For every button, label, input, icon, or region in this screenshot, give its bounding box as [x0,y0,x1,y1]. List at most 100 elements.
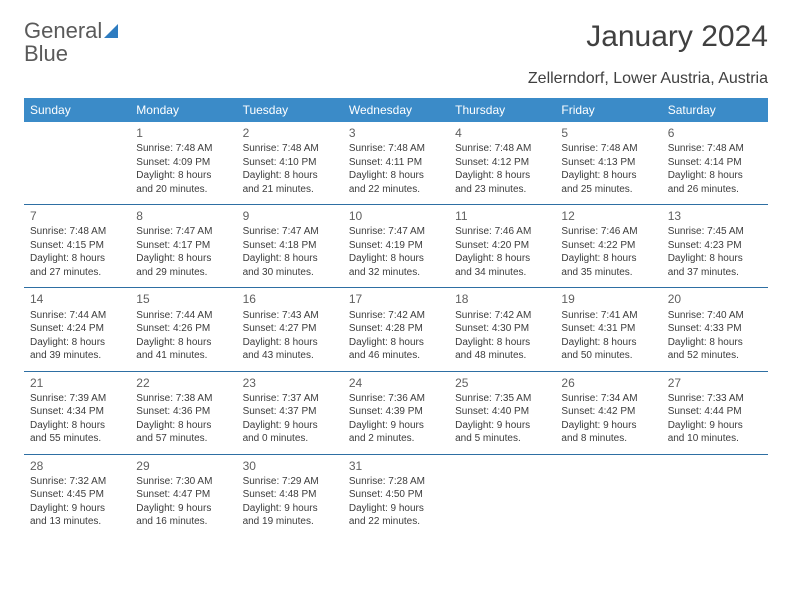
calendar-cell: 11Sunrise: 7:46 AMSunset: 4:20 PMDayligh… [449,205,555,288]
calendar-cell: 14Sunrise: 7:44 AMSunset: 4:24 PMDayligh… [24,288,130,371]
logo: General Blue [24,20,124,66]
day-number: 19 [561,291,655,307]
day-number: 9 [243,208,337,224]
cell-daylight2: and 29 minutes. [136,266,230,280]
cell-sunset: Sunset: 4:44 PM [668,405,762,419]
cell-sunrise: Sunrise: 7:28 AM [349,475,443,489]
day-number: 20 [668,291,762,307]
col-monday: Monday [130,98,236,122]
calendar-cell: 21Sunrise: 7:39 AMSunset: 4:34 PMDayligh… [24,371,130,454]
cell-daylight1: Daylight: 8 hours [668,252,762,266]
cell-sunset: Sunset: 4:10 PM [243,156,337,170]
cell-sunset: Sunset: 4:47 PM [136,488,230,502]
header: General Blue January 2024 [24,20,768,66]
calendar-week: 7Sunrise: 7:48 AMSunset: 4:15 PMDaylight… [24,205,768,288]
cell-daylight2: and 48 minutes. [455,349,549,363]
cell-sunset: Sunset: 4:20 PM [455,239,549,253]
cell-sunrise: Sunrise: 7:32 AM [30,475,124,489]
cell-daylight2: and 43 minutes. [243,349,337,363]
cell-daylight1: Daylight: 8 hours [243,169,337,183]
cell-daylight2: and 16 minutes. [136,515,230,529]
cell-daylight2: and 37 minutes. [668,266,762,280]
day-number: 16 [243,291,337,307]
day-number: 21 [30,375,124,391]
day-number: 11 [455,208,549,224]
cell-daylight2: and 26 minutes. [668,183,762,197]
cell-daylight2: and 10 minutes. [668,432,762,446]
cell-sunrise: Sunrise: 7:39 AM [30,392,124,406]
cell-sunset: Sunset: 4:13 PM [561,156,655,170]
calendar-cell [555,454,661,537]
cell-sunrise: Sunrise: 7:34 AM [561,392,655,406]
cell-daylight1: Daylight: 9 hours [561,419,655,433]
day-number: 7 [30,208,124,224]
cell-daylight2: and 27 minutes. [30,266,124,280]
location-subtitle: Zellerndorf, Lower Austria, Austria [24,70,768,88]
calendar-cell: 20Sunrise: 7:40 AMSunset: 4:33 PMDayligh… [662,288,768,371]
cell-sunrise: Sunrise: 7:44 AM [136,309,230,323]
calendar-cell: 8Sunrise: 7:47 AMSunset: 4:17 PMDaylight… [130,205,236,288]
cell-daylight2: and 32 minutes. [349,266,443,280]
cell-daylight1: Daylight: 9 hours [455,419,549,433]
day-header-row: Sunday Monday Tuesday Wednesday Thursday… [24,98,768,122]
calendar-cell: 19Sunrise: 7:41 AMSunset: 4:31 PMDayligh… [555,288,661,371]
cell-daylight1: Daylight: 8 hours [243,336,337,350]
cell-sunrise: Sunrise: 7:38 AM [136,392,230,406]
col-thursday: Thursday [449,98,555,122]
calendar-cell: 2Sunrise: 7:48 AMSunset: 4:10 PMDaylight… [237,122,343,205]
cell-daylight2: and 52 minutes. [668,349,762,363]
cell-sunrise: Sunrise: 7:47 AM [243,225,337,239]
day-number: 10 [349,208,443,224]
cell-sunrise: Sunrise: 7:48 AM [668,142,762,156]
day-number: 29 [136,458,230,474]
calendar-cell [449,454,555,537]
cell-sunrise: Sunrise: 7:48 AM [561,142,655,156]
cell-daylight1: Daylight: 8 hours [136,169,230,183]
cell-daylight2: and 0 minutes. [243,432,337,446]
day-number: 6 [668,125,762,141]
calendar-cell: 17Sunrise: 7:42 AMSunset: 4:28 PMDayligh… [343,288,449,371]
cell-sunrise: Sunrise: 7:36 AM [349,392,443,406]
cell-daylight1: Daylight: 8 hours [30,252,124,266]
cell-sunrise: Sunrise: 7:45 AM [668,225,762,239]
cell-daylight2: and 34 minutes. [455,266,549,280]
cell-sunrise: Sunrise: 7:44 AM [30,309,124,323]
cell-sunset: Sunset: 4:36 PM [136,405,230,419]
cell-daylight1: Daylight: 8 hours [668,336,762,350]
cell-sunrise: Sunrise: 7:30 AM [136,475,230,489]
cell-daylight2: and 5 minutes. [455,432,549,446]
cell-sunrise: Sunrise: 7:40 AM [668,309,762,323]
day-number: 12 [561,208,655,224]
cell-daylight2: and 22 minutes. [349,515,443,529]
cell-sunset: Sunset: 4:22 PM [561,239,655,253]
logo-word1: General [24,18,102,43]
day-number: 26 [561,375,655,391]
cell-daylight1: Daylight: 8 hours [455,336,549,350]
cell-sunset: Sunset: 4:15 PM [30,239,124,253]
day-number: 14 [30,291,124,307]
cell-sunset: Sunset: 4:30 PM [455,322,549,336]
cell-sunrise: Sunrise: 7:48 AM [349,142,443,156]
cell-sunrise: Sunrise: 7:42 AM [455,309,549,323]
calendar-cell: 16Sunrise: 7:43 AMSunset: 4:27 PMDayligh… [237,288,343,371]
cell-sunrise: Sunrise: 7:48 AM [136,142,230,156]
cell-sunrise: Sunrise: 7:48 AM [455,142,549,156]
calendar-cell: 4Sunrise: 7:48 AMSunset: 4:12 PMDaylight… [449,122,555,205]
calendar-cell: 24Sunrise: 7:36 AMSunset: 4:39 PMDayligh… [343,371,449,454]
calendar-week: 1Sunrise: 7:48 AMSunset: 4:09 PMDaylight… [24,122,768,205]
cell-sunset: Sunset: 4:34 PM [30,405,124,419]
cell-sunrise: Sunrise: 7:37 AM [243,392,337,406]
calendar-table: Sunday Monday Tuesday Wednesday Thursday… [24,98,768,537]
day-number: 5 [561,125,655,141]
cell-sunrise: Sunrise: 7:47 AM [349,225,443,239]
cell-daylight1: Daylight: 8 hours [561,169,655,183]
cell-sunset: Sunset: 4:31 PM [561,322,655,336]
col-wednesday: Wednesday [343,98,449,122]
cell-sunset: Sunset: 4:14 PM [668,156,762,170]
cell-daylight2: and 55 minutes. [30,432,124,446]
cell-daylight1: Daylight: 8 hours [30,336,124,350]
cell-daylight2: and 23 minutes. [455,183,549,197]
col-friday: Friday [555,98,661,122]
cell-daylight1: Daylight: 9 hours [668,419,762,433]
cell-daylight1: Daylight: 8 hours [455,252,549,266]
